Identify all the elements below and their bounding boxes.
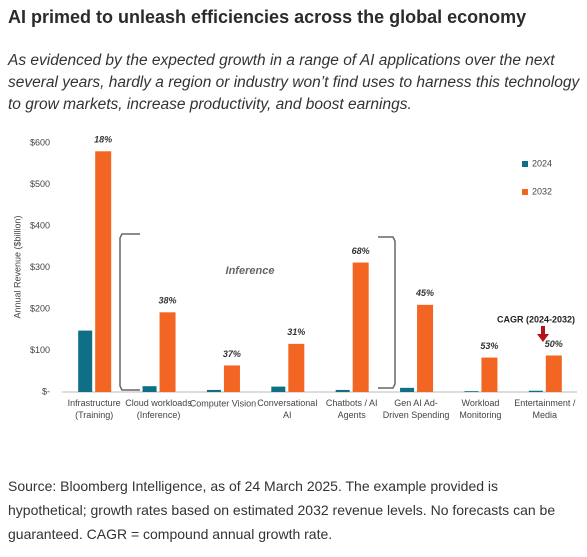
bar <box>464 391 479 392</box>
x-tick-label: Chatbots / AI Agents <box>326 398 378 420</box>
legend-swatch <box>522 189 528 195</box>
chart: Inference CAGR (2024-2032) Annual Revenu… <box>12 135 577 420</box>
bar <box>223 365 240 392</box>
bar <box>206 389 221 392</box>
cagr-label: 31% <box>287 327 305 337</box>
bracket <box>378 236 396 389</box>
cagr-label: 18% <box>94 135 112 145</box>
x-tick-label: Computer Vision <box>190 398 256 408</box>
bar <box>400 387 415 392</box>
y-tick-label: $400 <box>30 220 50 230</box>
x-tick-label: Workload Monitoring <box>459 398 501 420</box>
y-tick-label: $200 <box>30 303 50 313</box>
subtitle: As evidenced by the expected growth in a… <box>8 52 580 113</box>
cagr-label: 53% <box>480 341 498 351</box>
x-tick-label: Entertainment / Media <box>514 398 576 420</box>
annotation: CAGR (2024-2032) <box>497 314 575 324</box>
source: Source: Bloomberg Intelligence, as of 24… <box>8 478 556 542</box>
legend-label: 2032 <box>532 186 552 196</box>
y-axis-title: Annual Revenue ($billion) <box>12 215 22 318</box>
bar <box>481 357 498 392</box>
cagr-label: 37% <box>223 349 241 359</box>
cagr-label: 45% <box>415 288 434 298</box>
bar <box>417 304 434 392</box>
y-tick-label: $100 <box>30 345 50 355</box>
bracket <box>119 233 140 391</box>
bar <box>352 262 369 392</box>
bar <box>78 330 93 392</box>
bar <box>271 386 286 392</box>
bar <box>335 389 350 392</box>
legend-label: 2024 <box>532 158 552 168</box>
bar <box>545 355 562 392</box>
bar <box>95 151 112 392</box>
x-tick-label: Conversational AI <box>257 398 317 420</box>
legend-swatch <box>522 161 528 167</box>
y-tick-label: $300 <box>30 262 50 272</box>
cagr-label: 38% <box>159 296 177 306</box>
y-tick-label: $- <box>42 386 50 396</box>
bar <box>159 312 176 392</box>
x-tick-label: Gen AI Ad-Driven Spending <box>383 398 450 420</box>
title: AI primed to unleash efficiencies across… <box>8 7 527 27</box>
bar <box>528 390 543 392</box>
y-tick-label: $600 <box>30 137 50 147</box>
y-tick-label: $500 <box>30 179 50 189</box>
x-tick-label: Cloud workloads (Inference) <box>125 398 192 420</box>
x-tick-label: Infrastructure (Training) <box>68 398 121 420</box>
annotation: Inference <box>226 265 275 277</box>
bar <box>142 386 157 392</box>
cagr-label: 68% <box>352 246 370 256</box>
bar <box>288 343 305 392</box>
arrow <box>537 326 549 342</box>
cagr-label: 50% <box>545 339 563 349</box>
